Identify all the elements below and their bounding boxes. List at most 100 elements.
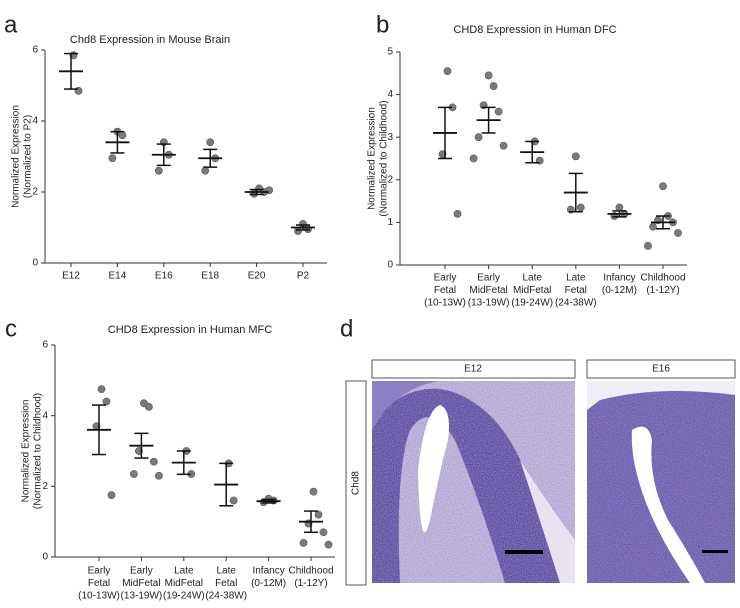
x-tick-label: Early <box>434 273 457 284</box>
column-header: E12 <box>464 364 482 375</box>
data-point <box>129 470 138 478</box>
data-point <box>469 154 478 163</box>
histology-e16-detail <box>587 381 735 583</box>
x-tick-label: MidFetal <box>469 285 507 296</box>
x-tick-label: Late <box>216 566 236 577</box>
data-point <box>319 528 328 537</box>
x-tick-label: Childhood <box>640 273 685 284</box>
column-header-box <box>371 359 576 379</box>
y-axis-label: Normalized Expression <box>21 400 32 503</box>
data-point <box>576 203 585 212</box>
x-tick-label: (1-12Y) <box>294 578 327 589</box>
data-point <box>615 203 624 212</box>
data-point <box>154 166 163 175</box>
y-axis-label: Normalized Expression <box>11 105 22 208</box>
x-tick-label: (13-19W) <box>121 591 163 602</box>
x-tick-label: Early <box>88 566 111 577</box>
data-point <box>484 71 493 80</box>
column-header-box <box>586 359 736 379</box>
data-point <box>571 152 580 161</box>
data-point <box>489 82 498 90</box>
row-header: Chd8 <box>351 471 362 495</box>
x-tick-label: Early <box>477 273 500 284</box>
panel-letter: b <box>376 11 389 38</box>
x-tick-label: (24-38W) <box>205 591 247 602</box>
y-tick-label: 5 <box>387 47 393 58</box>
x-tick-label: Late <box>174 566 194 577</box>
data-point <box>674 229 682 237</box>
y-axis-label: Normalized Expression <box>367 107 378 210</box>
x-tick-label: Late <box>566 273 586 284</box>
data-point <box>107 491 116 500</box>
data-point <box>474 133 483 142</box>
x-tick-label: Fetal <box>88 578 110 589</box>
x-tick-label: (24-38W) <box>555 298 597 309</box>
y-tick-label: 4 <box>32 116 38 127</box>
x-tick-label: (13-19W) <box>468 298 510 309</box>
x-tick-label: E16 <box>155 271 173 282</box>
x-tick-label: (19-24W) <box>163 591 205 602</box>
x-tick-label: Infancy <box>252 566 284 577</box>
data-point <box>499 141 508 150</box>
y-tick-label: 1 <box>387 217 393 228</box>
scale-bar <box>505 550 543 554</box>
y-tick-label: 2 <box>42 481 48 492</box>
data-point <box>229 496 238 505</box>
y-tick-label: 4 <box>42 410 48 421</box>
data-point <box>314 510 323 519</box>
data-point <box>644 241 652 250</box>
x-tick-label: (10-13W) <box>424 298 466 309</box>
x-tick-label: (19-24W) <box>511 298 553 309</box>
x-tick-label: (0-12M) <box>251 578 286 589</box>
y-tick-label: 0 <box>42 552 48 563</box>
x-tick-label: Fetal <box>565 285 587 296</box>
x-tick-label: Childhood <box>288 566 333 577</box>
y-axis-label: (Normalized to Childhood) <box>33 393 44 509</box>
histology-e12 <box>372 381 575 583</box>
chart-title: Chd8 Expression in Mouse Brain <box>70 34 230 46</box>
data-point <box>659 182 667 191</box>
data-point <box>206 138 215 147</box>
x-tick-label: E18 <box>201 271 219 282</box>
y-axis-label: (Normalized to P2) <box>23 115 34 198</box>
scale-bar <box>702 550 728 553</box>
data-point <box>324 540 333 549</box>
data-point <box>299 538 308 547</box>
data-point <box>97 385 106 394</box>
x-tick-label: MidFetal <box>122 578 160 589</box>
y-tick-label: 0 <box>32 258 38 269</box>
y-tick-label: 6 <box>42 340 48 351</box>
x-tick-label: (1-12Y) <box>646 285 679 296</box>
data-point <box>453 209 462 218</box>
panel-letter: a <box>4 11 18 38</box>
data-point <box>309 487 318 496</box>
x-tick-label: Fetal <box>215 578 237 589</box>
x-tick-label: MidFetal <box>513 285 551 296</box>
y-tick-label: 4 <box>387 89 393 100</box>
chart-title: CHD8 Expression in Human MFC <box>108 324 272 336</box>
data-point <box>144 402 153 411</box>
x-tick-label: P2 <box>297 271 310 282</box>
data-point <box>649 222 657 231</box>
histology-e16 <box>587 381 735 583</box>
x-tick-label: (0-12M) <box>602 285 637 296</box>
column-header: E16 <box>652 364 670 375</box>
data-point <box>102 397 111 406</box>
y-tick-label: 0 <box>387 260 393 271</box>
x-tick-label: Infancy <box>603 273 635 284</box>
x-tick-label: Fetal <box>434 285 456 296</box>
data-point <box>443 67 452 76</box>
data-point <box>149 457 158 466</box>
y-tick-label: 2 <box>387 174 393 185</box>
data-point <box>201 166 210 175</box>
y-tick-label: 6 <box>32 45 38 56</box>
x-tick-label: E20 <box>248 271 266 282</box>
x-tick-label: MidFetal <box>165 578 203 589</box>
chart-title: CHD8 Expression in Human DFC <box>453 24 616 36</box>
x-tick-label: E12 <box>62 271 80 282</box>
data-point <box>294 227 302 235</box>
panel-letter: c <box>5 315 17 342</box>
row-header-box <box>345 380 367 586</box>
y-tick-label: 3 <box>387 132 393 143</box>
